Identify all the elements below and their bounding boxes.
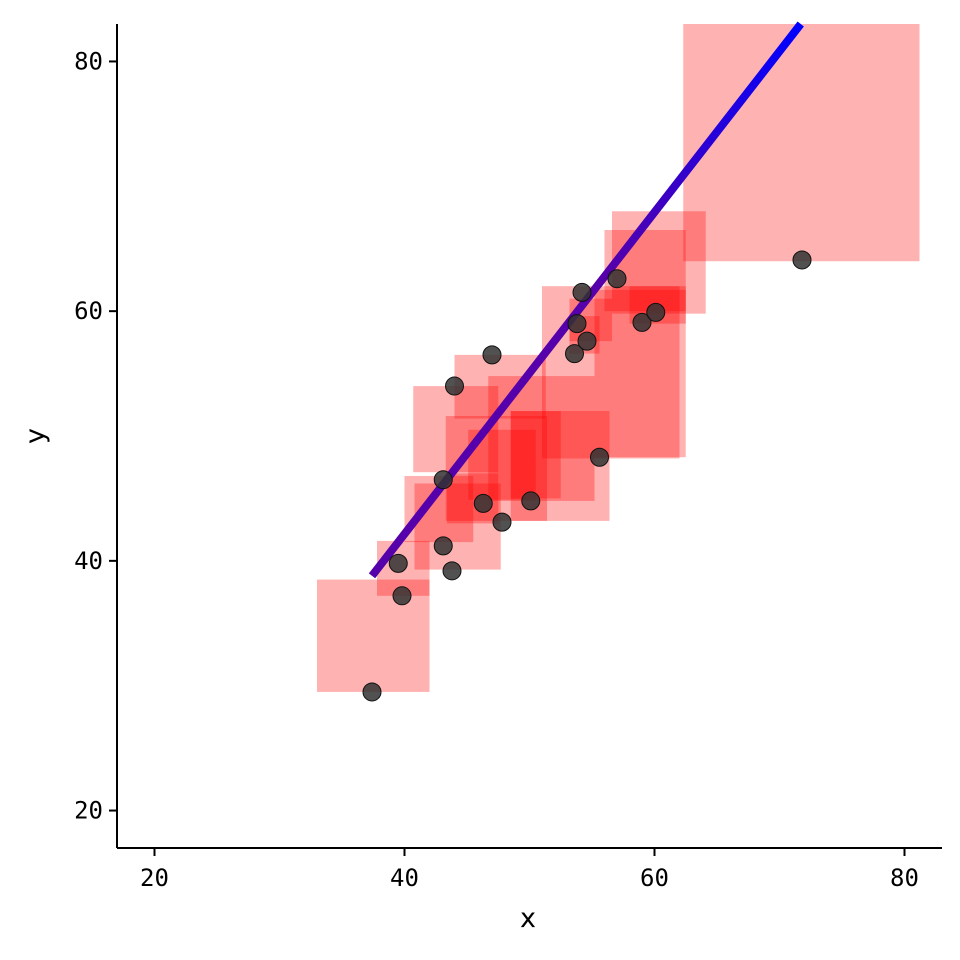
uncertainty-box [612,211,706,314]
data-point [572,282,592,302]
axes: 20 40 60 80 20 40 60 80 [74,24,942,892]
x-tick-label: 60 [640,864,669,892]
x-tick-label: 80 [890,864,919,892]
data-point [567,314,587,334]
uncertainty-box [488,376,595,501]
x-tick-label: 40 [390,864,419,892]
data-point [442,561,462,581]
y-tick-label: 20 [74,797,103,825]
data-point [445,376,464,396]
uncertainty-box [683,24,920,262]
y-axis-title: y [20,428,51,444]
data-point [473,493,493,513]
data-point [565,344,584,364]
data-point [577,331,597,351]
data-point [388,553,408,573]
x-tick-label: 20 [140,864,169,892]
data-point [590,447,609,467]
data-point [607,269,627,289]
data-points [362,250,812,702]
data-point [482,345,502,365]
data-point [646,302,666,322]
data-point [521,491,541,511]
data-point [632,312,652,332]
y-tick-label: 60 [74,297,103,325]
data-point [362,682,382,702]
data-point [792,250,812,270]
data-point [433,536,453,556]
uncertainty-box [317,579,430,692]
data-point [392,586,412,606]
data-point [433,470,453,490]
x-axis-title: x [520,903,536,934]
data-point [492,512,512,532]
y-tick-label: 40 [74,547,103,575]
uncertainty-box [510,411,561,499]
y-tick-label: 80 [74,47,103,75]
